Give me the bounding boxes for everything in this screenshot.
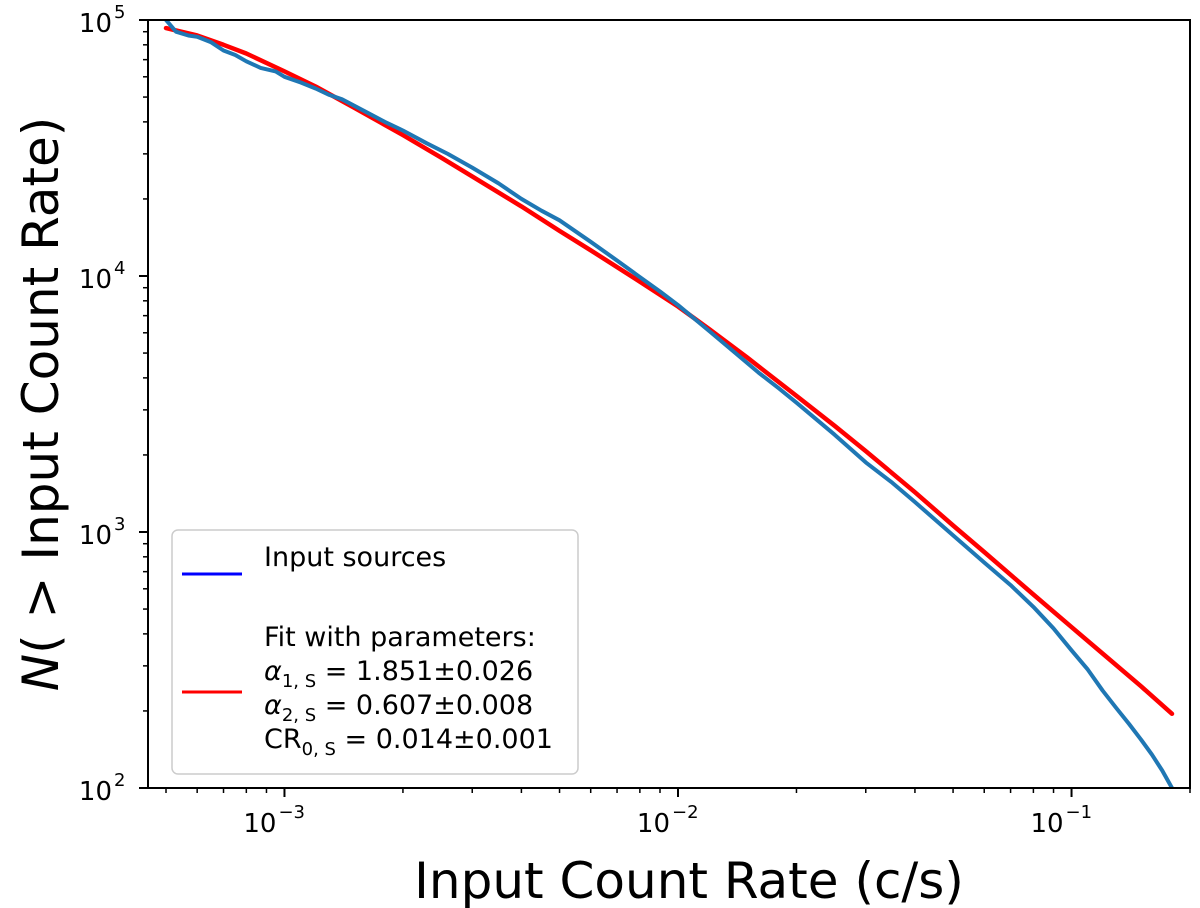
x-tick-exponent: −2 bbox=[672, 802, 699, 823]
legend-label-input-sources: Input sources bbox=[264, 542, 446, 573]
x-tick-label: 10 bbox=[1030, 809, 1063, 839]
y-tick-exponent: 3 bbox=[114, 514, 125, 535]
axis-ticks: 10 −3 10 −2 10 −110 210 310 410 5 bbox=[79, 2, 1191, 839]
x-tick-exponent: −1 bbox=[1066, 802, 1093, 823]
y-tick-label: 10 bbox=[79, 521, 112, 551]
y-tick-label: 10 bbox=[79, 9, 112, 39]
y-tick-label: 10 bbox=[79, 265, 112, 295]
legend-parameter: α1, S = 1.851±0.026 bbox=[264, 656, 533, 692]
x-tick-label: 10 bbox=[243, 809, 276, 839]
y-tick-exponent: 2 bbox=[114, 770, 125, 791]
series-line-input-sources bbox=[164, 20, 1174, 788]
legend: Input sources Fit with parameters: α1, S… bbox=[171, 529, 579, 775]
y-tick-exponent: 5 bbox=[114, 2, 125, 23]
x-tick-label: 10 bbox=[637, 809, 670, 839]
legend-label-fit: Fit with parameters: bbox=[264, 622, 536, 653]
x-tick-exponent: −3 bbox=[278, 802, 305, 823]
y-axis-label: N( > Input Count Rate) bbox=[12, 117, 70, 692]
y-tick-exponent: 4 bbox=[114, 258, 125, 279]
plot-area bbox=[163, 20, 1175, 788]
y-tick-label: 10 bbox=[79, 777, 112, 807]
legend-parameter: α2, S = 0.607±0.008 bbox=[264, 690, 533, 726]
x-axis-label: Input Count Rate (c/s) bbox=[414, 852, 964, 908]
legend-parameter: CR0, S = 0.014±0.001 bbox=[264, 724, 553, 760]
plot-frame bbox=[147, 19, 1191, 789]
series-line-fit bbox=[163, 25, 1175, 717]
legend-box bbox=[171, 529, 579, 775]
